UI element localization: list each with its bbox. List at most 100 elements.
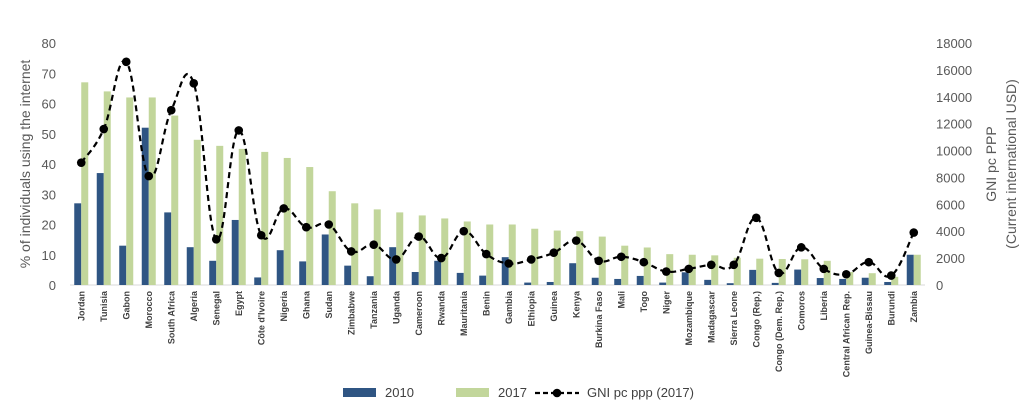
category-label: Gambia — [504, 290, 514, 324]
category-label: Mali — [616, 291, 626, 309]
y2-axis-title: GNI pc PPP (Current international USD) — [983, 79, 1019, 249]
bar-2017 — [913, 254, 921, 285]
bar-2017 — [868, 273, 876, 285]
bar-2010 — [884, 281, 892, 285]
category-label: Zambia — [909, 290, 919, 323]
gni-point — [819, 264, 829, 274]
gni-point — [684, 264, 694, 274]
category-label: Sudan — [324, 291, 334, 319]
y2-axis-title-line: GNI pc PPP — [983, 126, 999, 201]
category-label: Niger — [661, 291, 671, 315]
bar-2010 — [569, 263, 577, 285]
bar-2017 — [711, 255, 719, 285]
category-label: Burkina Faso — [594, 290, 604, 348]
bar-2017 — [508, 224, 516, 285]
bar-2017 — [553, 230, 561, 285]
category-label: Uganda — [391, 290, 401, 324]
bar-2010 — [771, 282, 779, 285]
gni-point — [279, 204, 289, 213]
bar-2017 — [171, 115, 179, 285]
left-tick-label: 60 — [42, 97, 56, 112]
category-label: South Africa — [166, 290, 176, 344]
gni-point — [99, 124, 109, 134]
category-label: Egypt — [234, 291, 244, 316]
right-tick-label: 8000 — [936, 170, 965, 185]
gni-point — [144, 171, 154, 181]
bar-2010 — [74, 203, 82, 285]
bar-2010 — [636, 275, 644, 285]
bar-2017 — [418, 215, 426, 285]
category-label: Côte d'Ivoire — [256, 291, 266, 345]
gni-point — [346, 247, 356, 256]
gni-point — [166, 105, 176, 115]
category-label: Mauritania — [459, 290, 469, 336]
right-tick-label: 4000 — [936, 224, 965, 239]
bar-2017 — [216, 145, 224, 285]
bar-2010 — [366, 276, 374, 285]
bar-2010 — [659, 282, 667, 285]
bar-2010 — [794, 269, 802, 285]
gni-point — [436, 253, 446, 263]
bar-2017 — [193, 139, 201, 285]
gni-point — [256, 230, 266, 240]
right-tick-label: 10000 — [936, 144, 972, 159]
bar-2010 — [861, 277, 869, 285]
gni-point — [189, 79, 199, 88]
left-tick-label: 10 — [42, 248, 56, 263]
gni-point — [841, 269, 851, 279]
category-label: Togo — [639, 291, 649, 313]
right-tick-label: 14000 — [936, 90, 972, 105]
legend-swatch-2017 — [456, 388, 489, 397]
gni-point — [549, 248, 559, 258]
category-label: Algeria — [189, 290, 199, 322]
bar-2010 — [119, 245, 127, 285]
bar-2010 — [411, 271, 419, 285]
bar-2017 — [126, 97, 134, 285]
left-tick-label: 40 — [42, 157, 56, 172]
bar-2010 — [321, 234, 329, 285]
bar-2017 — [441, 218, 449, 285]
bar-2017 — [261, 151, 269, 285]
gni-point — [301, 222, 311, 232]
bar-2017 — [351, 203, 359, 285]
bar-2010 — [299, 261, 307, 285]
gni-point — [481, 249, 491, 259]
gni-point — [211, 234, 221, 244]
bar-2017 — [643, 247, 651, 285]
category-label: Congo (Dem. Rep.) — [774, 291, 784, 372]
bar-2010 — [479, 275, 487, 285]
bar-2010 — [186, 247, 194, 285]
gni-point — [459, 226, 469, 236]
gni-point — [774, 268, 784, 278]
gni-point — [571, 236, 581, 245]
gni-point — [121, 57, 131, 67]
left-tick-label: 80 — [42, 36, 56, 51]
bar-2010 — [816, 278, 824, 285]
left-tick-label: 0 — [49, 278, 56, 293]
right-tick-label: 18000 — [936, 36, 972, 51]
category-label: Benin — [481, 291, 491, 316]
gni-point — [504, 259, 514, 268]
bar-2010 — [164, 212, 172, 285]
gni-line — [80, 59, 915, 278]
bar-2017 — [531, 228, 539, 285]
legend-label: 2010 — [385, 385, 414, 400]
gni-point — [594, 256, 604, 266]
category-label: Mozambique — [684, 291, 694, 346]
bar-2010 — [524, 282, 532, 285]
gni-point — [909, 228, 919, 237]
gni-point — [324, 220, 334, 229]
bar-2017 — [463, 221, 471, 285]
gni-point — [796, 243, 806, 252]
left-tick-label: 50 — [42, 127, 56, 142]
bar-2010 — [456, 272, 464, 285]
category-label: Nigeria — [279, 290, 289, 322]
bar-2010 — [254, 277, 262, 285]
category-label: Comoros — [796, 291, 806, 331]
gni-point — [864, 257, 874, 267]
category-label: Burundi — [886, 291, 896, 326]
bar-2017 — [756, 258, 764, 285]
left-axis-ticks: 0 10 20 30 40 50 60 70 80 — [42, 36, 56, 293]
right-tick-label: 16000 — [936, 63, 972, 78]
legend: 2010 2017 GNI pc ppp (2017) — [343, 385, 694, 400]
